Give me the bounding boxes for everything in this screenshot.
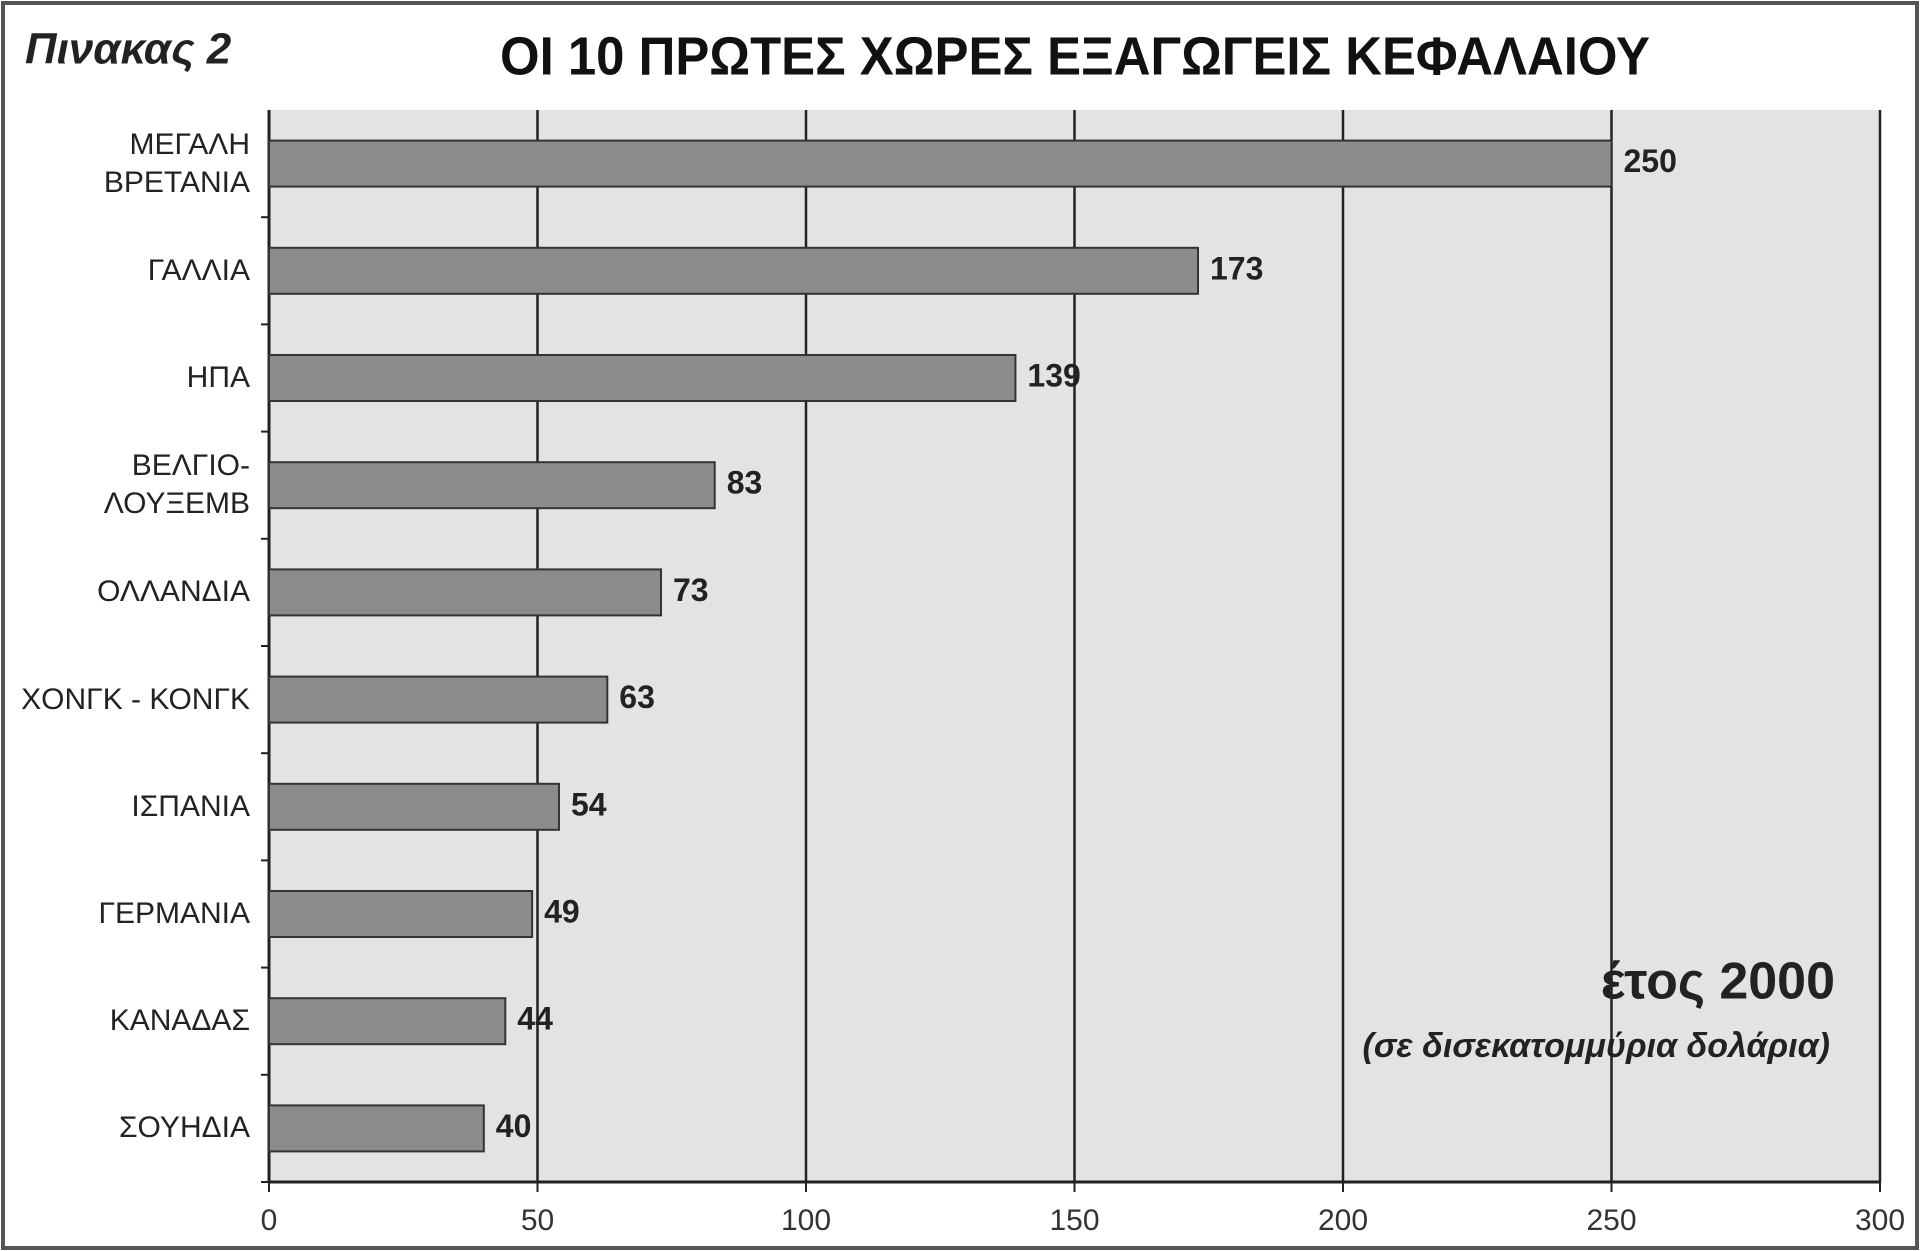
chart-title: ΟΙ 10 ΠΡΩΤΕΣ ΧΩΡΕΣ ΕΞΑΓΩΓΕΙΣ ΚΕΦΑΛΑΙΟΥ	[500, 26, 1650, 86]
bar	[268, 139, 1613, 188]
bar	[268, 1104, 485, 1153]
value-label: 63	[619, 679, 655, 715]
x-tick-label: 50	[521, 1204, 554, 1237]
bar	[268, 568, 663, 617]
x-tick-label: 200	[1318, 1204, 1368, 1237]
y-tick-label: ΒΕΛΓΙΟ- ΛΟΥΞΕΜΒ	[103, 449, 250, 521]
y-tick-label: ΟΛΛΑΝΔΙΑ	[97, 575, 250, 609]
bar	[268, 890, 534, 938]
annotation-note: (σε δισεκατομμύρια δολάρια)	[1363, 1027, 1830, 1065]
value-label: 139	[1027, 357, 1080, 393]
bar	[268, 675, 609, 724]
y-tick-label: ΓΕΡΜΑΝΙΑ	[98, 897, 250, 930]
value-label: 44	[517, 1001, 553, 1037]
value-label: 250	[1624, 143, 1677, 179]
x-tick-label: 100	[781, 1204, 831, 1237]
bar	[268, 246, 1200, 295]
table-label: Πινακας 2	[25, 25, 232, 74]
y-tick-label: ΓΑΛΛΙΑ	[147, 253, 250, 287]
x-tick-label: 0	[261, 1204, 278, 1237]
x-tick-label: 300	[1855, 1204, 1905, 1237]
value-label: 54	[571, 786, 607, 822]
value-label: 173	[1210, 250, 1263, 286]
value-label: 49	[544, 893, 580, 929]
value-label: 73	[673, 572, 709, 608]
x-tick-label: 250	[1586, 1204, 1636, 1237]
value-label: 40	[496, 1108, 532, 1144]
y-tick-label: ΜΕΓΑΛΗ ΒΡΕΤΑΝΙΑ	[103, 127, 250, 199]
y-tick-label: ΚΑΝΑΔΑΣ	[109, 1004, 250, 1038]
y-tick-label: ΧΟΝΓΚ - ΚΟΝΓΚ	[21, 682, 250, 716]
x-tick-label: 150	[1049, 1204, 1099, 1237]
value-label: 83	[727, 465, 763, 501]
y-tick-label: ΙΣΠΑΝΙΑ	[131, 789, 250, 823]
bar	[268, 461, 716, 510]
annotation: έτος 2000	[1601, 953, 1835, 1011]
bar	[268, 782, 560, 831]
y-tick-label: ΗΠΑ	[186, 361, 250, 394]
bar	[268, 354, 1017, 402]
bar	[268, 997, 507, 1046]
y-tick-label: ΣΟΥΗΔΙΑ	[119, 1111, 250, 1145]
